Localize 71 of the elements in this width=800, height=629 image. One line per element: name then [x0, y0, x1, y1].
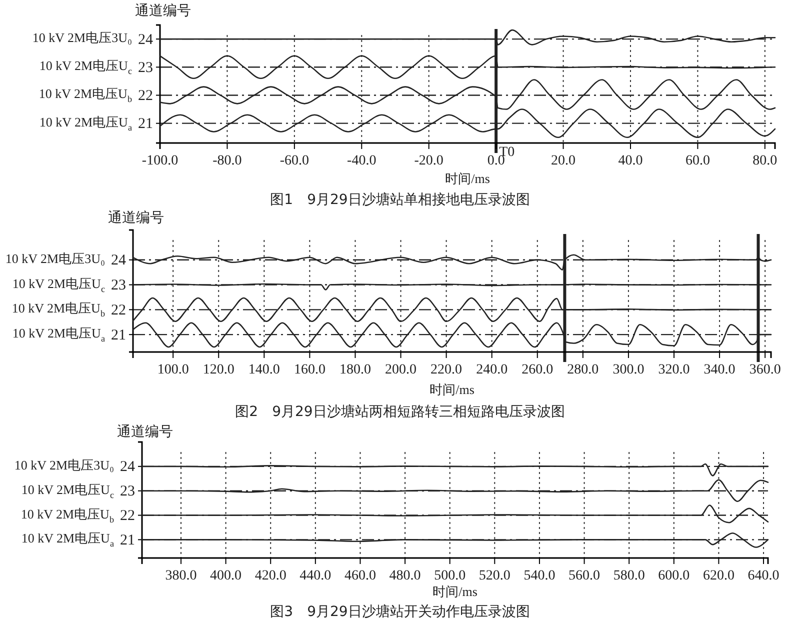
text: 10 kV 2M电压U$_{b}$ [20, 506, 114, 524]
x-tick-label: 100.0 [157, 362, 189, 378]
x-tick-label: 640.0 [748, 568, 780, 584]
text: 10 kV 2M电压U$_{a}$ [39, 114, 132, 132]
text: 10 kV 2M电压U$_{c}$ [21, 482, 114, 500]
x-tick-label: 520.0 [478, 568, 510, 584]
text: 10 kV 2M电压U$_{c}$ [39, 58, 132, 76]
y-tick-label: 22 [138, 88, 153, 104]
x-tick-label: 480.0 [389, 568, 421, 584]
text: 图1 9月29日沙塘站单相接地电压录波图 [270, 192, 530, 208]
y-tick-label: 22 [120, 508, 135, 524]
x-tick-label: 140.0 [248, 362, 280, 378]
text: 10 kV 2M电压U$_{a}$ [12, 326, 105, 344]
x-tick-label: -20.0 [414, 154, 444, 169]
y-tick-label: 24 [120, 459, 136, 476]
x-tick-label: -100.0 [142, 154, 178, 169]
text: 10 kV 2M电压U$_{b}$ [12, 300, 106, 319]
x-axis-title: 时间/ms [430, 382, 474, 397]
x-tick-label: 380.0 [165, 568, 197, 584]
x-tick-label: 40.0 [618, 154, 643, 169]
y-tick-label: 22 [111, 302, 126, 318]
x-tick-label: 460.0 [344, 568, 376, 584]
y-tick-label: 23 [138, 60, 153, 76]
x-tick-label: 80.0 [752, 154, 778, 169]
y-axis-title: 通道编号 [108, 210, 164, 226]
text: 10 kV 2M电压U$_{b}$ [38, 86, 132, 104]
x-tick-label: 400.0 [210, 568, 242, 584]
x-tick-label: 300.0 [612, 362, 644, 378]
x-tick-label: 120.0 [202, 362, 234, 378]
x-tick-label: 440.0 [300, 568, 332, 584]
x-tick-label: 360.0 [749, 362, 781, 378]
x-tick-label: 320.0 [658, 362, 690, 378]
text: 10 kV 2M电压3U₀ [32, 30, 132, 46]
y-tick-label: 23 [111, 278, 126, 294]
x-tick-label: 500.0 [434, 568, 466, 584]
x-tick-label: 280.0 [567, 362, 599, 378]
x-tick-label: 240.0 [476, 362, 508, 378]
x-tick-label: 340.0 [704, 362, 736, 378]
x-tick-label: -60.0 [280, 154, 310, 169]
x-tick-label: 600.0 [658, 568, 690, 584]
text: 10 kV 2M电压3U₀ [5, 250, 105, 266]
x-axis-title: 时间/ms [432, 584, 478, 599]
y-tick-label: 21 [120, 532, 135, 548]
text: 10 kV 2M电压U$_{c}$ [12, 276, 105, 294]
y-tick-label: 23 [120, 484, 135, 500]
x-tick-label: 620.0 [702, 568, 734, 584]
y-axis-title: 通道编号 [117, 424, 173, 440]
x-tick-label: 180.0 [339, 362, 371, 378]
y-tick-label: 21 [138, 116, 153, 132]
x-tick-label: 60.0 [685, 154, 710, 169]
x-tick-label: 580.0 [613, 568, 645, 584]
y-tick-label: 24 [138, 32, 154, 48]
x-tick-label: 0.0 [487, 154, 505, 169]
y-axis-title: 通道编号 [135, 3, 191, 20]
x-tick-label: 20.0 [551, 154, 576, 169]
x-axis-title: 时间/ms [445, 171, 490, 186]
text: 图3 9月29日沙塘站开关动作电压录波图 [270, 604, 530, 620]
x-tick-label: 420.0 [254, 568, 286, 584]
y-tick-label: 21 [111, 327, 126, 344]
x-tick-label: 560.0 [568, 568, 600, 584]
text: 图2 9月29日沙塘站两相短路转三相短路电压录波图 [235, 404, 565, 420]
x-tick-label: 540.0 [524, 568, 556, 584]
x-tick-label: 220.0 [430, 362, 462, 378]
y-tick-label: 24 [111, 252, 126, 269]
text: 10 kV 2M电压U$_{a}$ [21, 530, 114, 549]
text: 10 kV 2M电压3U₀ [14, 457, 114, 472]
x-tick-label: 160.0 [294, 362, 326, 378]
x-tick-label: 200.0 [385, 362, 417, 378]
x-tick-label: -80.0 [212, 154, 242, 169]
x-tick-label: -40.0 [347, 154, 376, 169]
x-tick-label: 260.0 [522, 362, 554, 378]
